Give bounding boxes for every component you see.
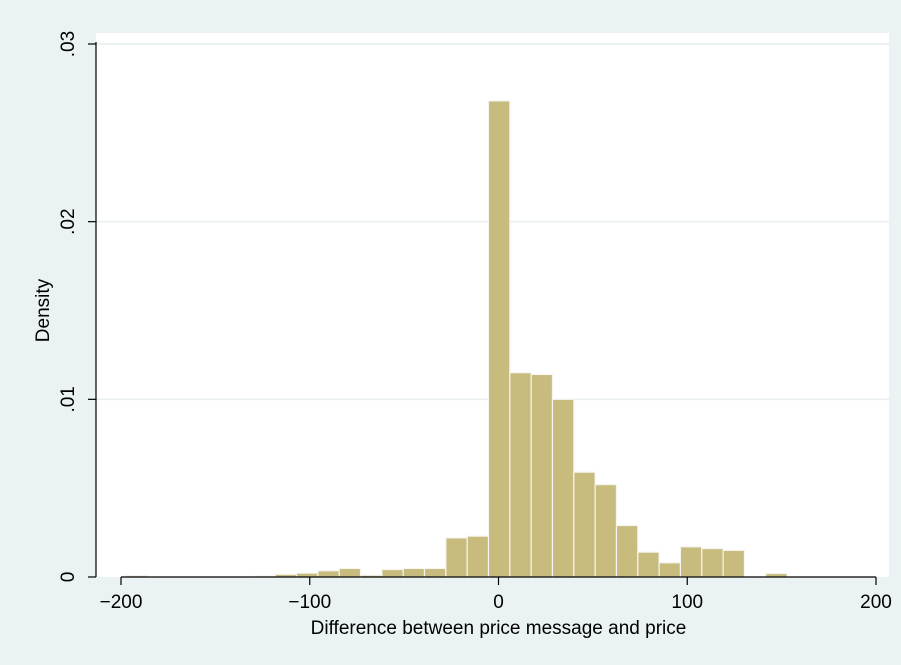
histogram-bar <box>679 546 703 578</box>
y-tick-label: .01 <box>58 386 79 412</box>
x-axis-label: Difference between price message and pri… <box>311 618 687 639</box>
histogram-bar <box>402 567 426 578</box>
y-tick-label: 0 <box>58 572 79 583</box>
x-tick-label: 200 <box>860 592 892 613</box>
axes <box>88 42 877 585</box>
histogram-bar <box>701 547 724 578</box>
histogram-bar <box>722 549 746 578</box>
histogram-bar <box>530 373 554 578</box>
x-tick-label: 0 <box>493 592 504 613</box>
bars <box>125 100 788 578</box>
histogram-bar <box>423 567 447 578</box>
histogram-bar <box>551 398 575 578</box>
histogram-bar <box>573 471 596 578</box>
histogram-bar <box>509 372 532 578</box>
x-tick-label: −200 <box>100 592 143 613</box>
histogram-bar <box>445 537 468 578</box>
histogram-bar <box>317 570 340 578</box>
histogram-bar <box>487 100 511 578</box>
histogram-bar <box>466 535 490 578</box>
histogram-bar <box>594 484 618 578</box>
histogram-bar <box>615 524 639 578</box>
histogram-bar <box>381 568 404 578</box>
tick-labels: 0 .01 .02 .03 −200 −100 0 100 200 <box>58 31 892 613</box>
x-tick-label: −100 <box>288 592 331 613</box>
y-tick-label: .02 <box>58 208 79 234</box>
histogram-bar <box>658 562 682 578</box>
histogram-bar <box>338 567 362 578</box>
x-tick-label: 100 <box>671 592 703 613</box>
y-axis-label: Density <box>33 278 54 342</box>
y-tick-label: .03 <box>58 31 79 57</box>
histogram-bar <box>637 551 660 578</box>
